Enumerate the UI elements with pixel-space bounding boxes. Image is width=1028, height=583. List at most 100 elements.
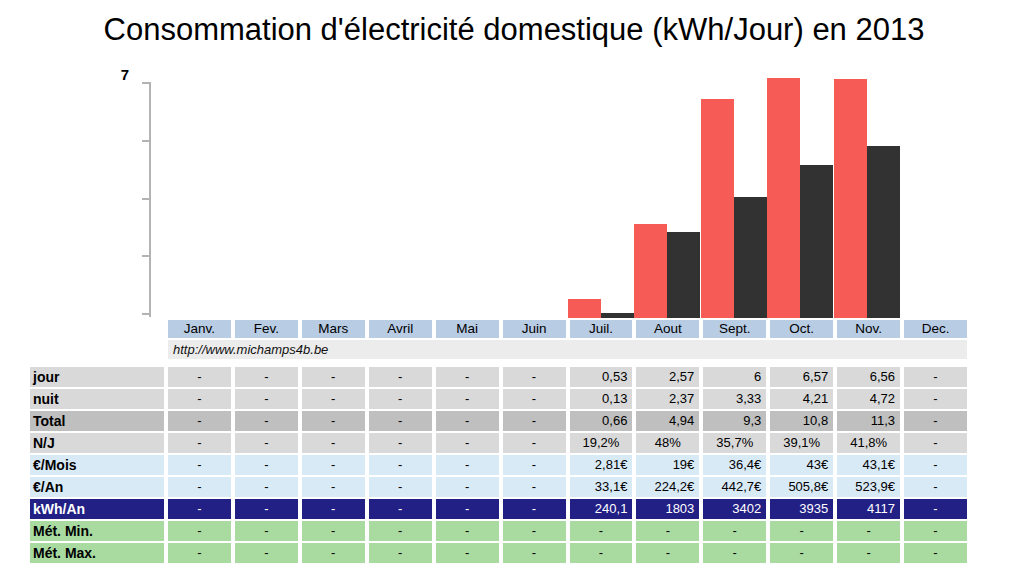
row-label-jour: jour — [30, 367, 164, 387]
cell-€/An-Fev.: - — [235, 477, 298, 497]
cell-Mét. Max.-Oct.: - — [770, 543, 833, 563]
row-label-kWh/An: kWh/An — [30, 499, 164, 519]
cell-jour-Nov.: 6,56 — [837, 367, 900, 387]
bar-nuit-Juil. — [601, 313, 634, 318]
cell-€/An-Mars: - — [302, 477, 365, 497]
table-row-Total: Total------0,664,949,310,811,3- — [30, 411, 967, 431]
cell-€/An-Avril: - — [369, 477, 432, 497]
cell-Mét. Max.-Sept.: - — [703, 543, 766, 563]
cell-€/An-Dec.: - — [904, 477, 967, 497]
month-header-Juil.: Juil. — [570, 320, 633, 338]
cell-€/An-Janv.: - — [168, 477, 231, 497]
cell-Mét. Min.-Sept.: - — [703, 521, 766, 541]
cell-Mét. Min.-Juil.: - — [570, 521, 633, 541]
cell-kWh/An-Aout: 1803 — [636, 499, 699, 519]
cell-kWh/An-Nov.: 4117 — [837, 499, 900, 519]
cell-Total-Oct.: 10,8 — [770, 411, 833, 431]
cell-Mét. Min.-Janv.: - — [168, 521, 231, 541]
cell-Mét. Min.-Nov.: - — [837, 521, 900, 541]
table-row-€/An: €/An------33,1€224,2€442,7€505,8€523,9€- — [30, 477, 967, 497]
cell-jour-Juil.: 0,53 — [570, 367, 633, 387]
y-axis-tick — [142, 198, 151, 200]
y-axis-tick — [142, 82, 151, 84]
cell-€/Mois-Mars: - — [302, 455, 365, 475]
cell-nuit-Avril: - — [369, 389, 432, 409]
cell-Mét. Max.-Avril: - — [369, 543, 432, 563]
cell-Total-Nov.: 11,3 — [837, 411, 900, 431]
cell-N/J-Mars: - — [302, 433, 365, 453]
table-row-Mét. Max.: Mét. Max.------------ — [30, 543, 967, 563]
cell-€/An-Juil.: 33,1€ — [570, 477, 633, 497]
cell-€/Mois-Aout: 19€ — [636, 455, 699, 475]
cell-Total-Dec.: - — [904, 411, 967, 431]
cell-jour-Mars: - — [302, 367, 365, 387]
cell-N/J-Nov.: 41,8% — [837, 433, 900, 453]
cell-jour-Fev.: - — [235, 367, 298, 387]
month-slot-Aout — [634, 73, 700, 318]
month-header-Fev.: Fev. — [235, 320, 298, 338]
cell-Mét. Max.-Mai: - — [436, 543, 499, 563]
cell-Mét. Max.-Fev.: - — [235, 543, 298, 563]
bar-jour-Juil. — [568, 299, 601, 318]
cell-Total-Sept.: 9,3 — [703, 411, 766, 431]
row-label-€/Mois: €/Mois — [30, 455, 164, 475]
source-row: http://www.michamps4b.be — [30, 340, 967, 359]
cell-Mét. Max.-Juin: - — [503, 543, 566, 563]
cell-kWh/An-Oct.: 3935 — [770, 499, 833, 519]
header-spacer — [30, 340, 164, 359]
bar-jour-Aout — [634, 224, 667, 318]
cell-N/J-Fev.: - — [235, 433, 298, 453]
row-label-€/An: €/An — [30, 477, 164, 497]
cell-Mét. Max.-Juil.: - — [570, 543, 633, 563]
y-axis-max-label: 7 — [112, 66, 138, 83]
cell-Total-Avril: - — [369, 411, 432, 431]
cell-kWh/An-Mars: - — [302, 499, 365, 519]
cell-€/An-Oct.: 505,8€ — [770, 477, 833, 497]
table-row-N/J: N/J------19,2%48%35,7%39,1%41,8%- — [30, 433, 967, 453]
cell-N/J-Avril: - — [369, 433, 432, 453]
cell-Mét. Max.-Dec.: - — [904, 543, 967, 563]
cell-jour-Juin: - — [503, 367, 566, 387]
cell-N/J-Sept.: 35,7% — [703, 433, 766, 453]
cell-€/Mois-Dec.: - — [904, 455, 967, 475]
cell-kWh/An-Sept.: 3402 — [703, 499, 766, 519]
cell-Mét. Max.-Mars: - — [302, 543, 365, 563]
y-axis-tick — [142, 140, 151, 142]
cell-Mét. Min.-Juin: - — [503, 521, 566, 541]
month-header-Oct.: Oct. — [770, 320, 833, 338]
cell-nuit-Fev.: - — [235, 389, 298, 409]
row-label-N/J: N/J — [30, 433, 164, 453]
cell-Mét. Max.-Janv.: - — [168, 543, 231, 563]
month-header-Sept.: Sept. — [703, 320, 766, 338]
row-label-Total: Total — [30, 411, 164, 431]
cell-N/J-Aout: 48% — [636, 433, 699, 453]
cell-N/J-Mai: - — [436, 433, 499, 453]
cell-€/Mois-Oct.: 43€ — [770, 455, 833, 475]
cell-jour-Mai: - — [436, 367, 499, 387]
month-header-Mai: Mai — [436, 320, 499, 338]
cell-nuit-Nov.: 4,72 — [837, 389, 900, 409]
table-row-kWh/An: kWh/An------240,11803340239354117- — [30, 499, 967, 519]
cell-kWh/An-Dec.: - — [904, 499, 967, 519]
bar-jour-Nov. — [834, 79, 867, 318]
table-row-jour: jour------0,532,5766,576,56- — [30, 367, 967, 387]
bar-jour-Sept. — [701, 99, 734, 318]
cell-€/Mois-Nov.: 43,1€ — [837, 455, 900, 475]
cell-Total-Aout: 4,94 — [636, 411, 699, 431]
cell-Total-Mai: - — [436, 411, 499, 431]
cell-€/An-Nov.: 523,9€ — [837, 477, 900, 497]
cell-Mét. Min.-Aout: - — [636, 521, 699, 541]
bar-nuit-Nov. — [867, 146, 900, 318]
month-slot-Nov. — [834, 73, 900, 318]
table-row-€/Mois: €/Mois------2,81€19€36,4€43€43,1€- — [30, 455, 967, 475]
chart-title: Consommation d'électricité domestique (k… — [0, 12, 1028, 48]
month-header-Janv.: Janv. — [168, 320, 231, 338]
cell-kWh/An-Juil.: 240,1 — [570, 499, 633, 519]
cell-Total-Mars: - — [302, 411, 365, 431]
header-spacer — [30, 320, 164, 338]
month-header-row: Janv.Fev.MarsAvrilMaiJuinJuil.AoutSept.O… — [30, 320, 967, 338]
cell-Total-Janv.: - — [168, 411, 231, 431]
cell-jour-Oct.: 6,57 — [770, 367, 833, 387]
cell-€/An-Sept.: 442,7€ — [703, 477, 766, 497]
cell-Mét. Min.-Mars: - — [302, 521, 365, 541]
